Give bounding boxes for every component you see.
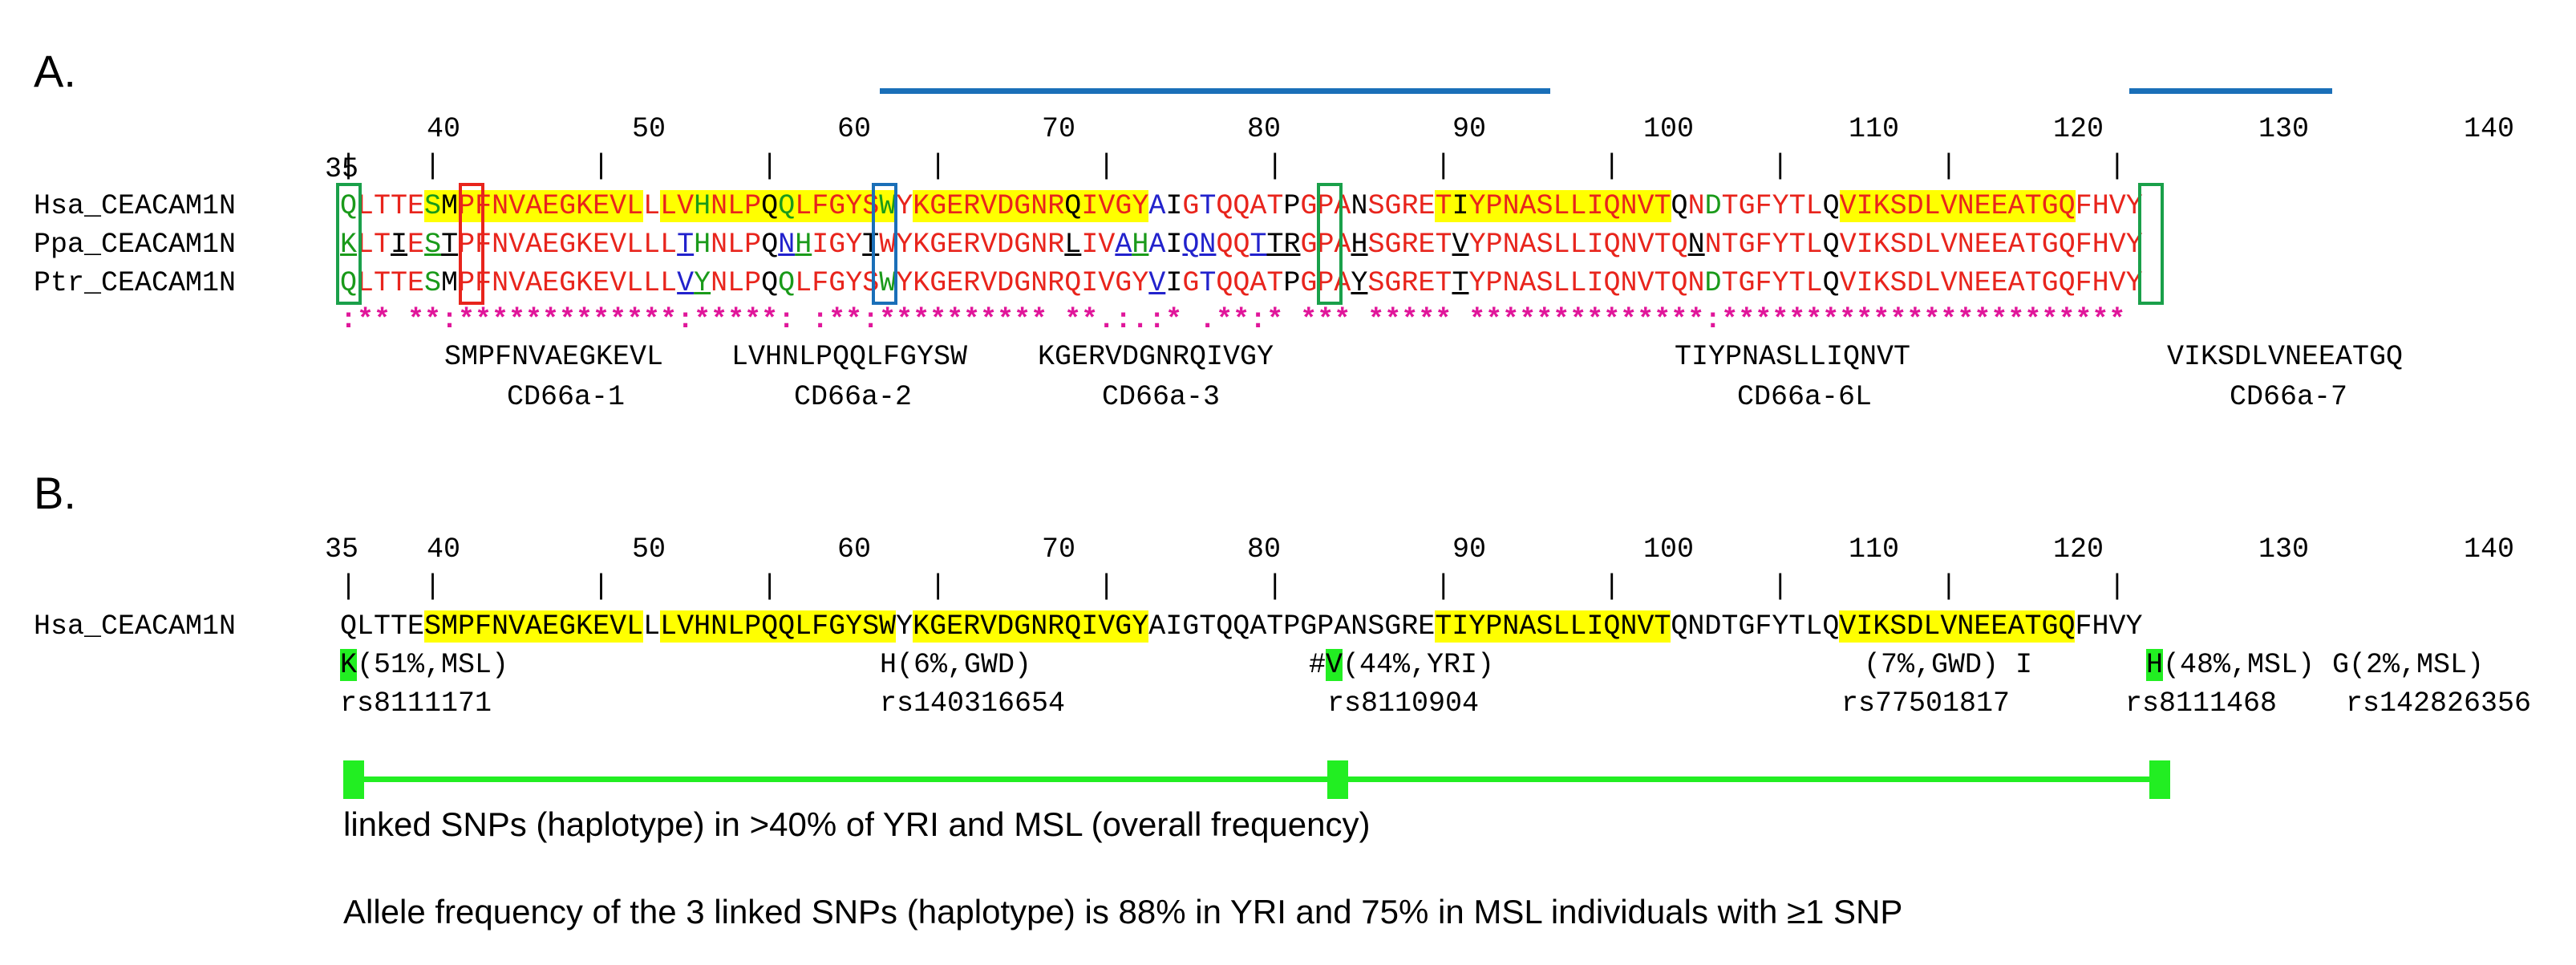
- ruler-num: 50: [632, 113, 666, 145]
- seq-name-ptr: Ptr_CEACAM1N: [34, 267, 237, 299]
- snp-freq: (48%,MSL): [2163, 649, 2315, 681]
- snp-freq: (7%,GWD): [1864, 649, 1999, 681]
- consensus-line: :** **:*************:*****: :**:********…: [340, 304, 2126, 336]
- haplotype-marker-2: [1327, 760, 1348, 799]
- snp-4: (7%,GWD) I: [1864, 645, 2032, 685]
- ruler-num: 80: [1247, 113, 1282, 145]
- ruler-num: 140: [2464, 533, 2515, 566]
- rsid-6: rs142826356: [2346, 687, 2532, 720]
- snp-5: H(48%,MSL): [2146, 645, 2315, 685]
- snp-freq: (6%,GWD): [897, 649, 1032, 681]
- panel-b-label: B.: [34, 468, 76, 518]
- snp-allele: G: [2332, 649, 2350, 681]
- epitope-name-2: CD66a-2: [794, 381, 913, 413]
- rsid-5: rs8111468: [2125, 687, 2278, 720]
- seq-name-hsa: Hsa_CEACAM1N: [34, 190, 237, 222]
- ruler-num: 120: [2053, 533, 2104, 566]
- linked-snps-caption: linked SNPs (haplotype) in >40% of YRI a…: [343, 805, 1371, 843]
- rsid-3: rs8110904: [1327, 687, 1480, 720]
- ruler-num: 90: [1452, 533, 1487, 566]
- epitope-name-7: CD66a-7: [2230, 381, 2348, 413]
- epitope-seq-7: VIKSDLVNEEATGQ: [2167, 341, 2404, 373]
- snp-allele: V: [1326, 649, 1343, 681]
- snp-1: K(51%,MSL): [340, 645, 508, 685]
- sequence-ptr: QLTTESMPFNVAEGKEVLLLVYNLPQQLFGYSWYKGERVD…: [340, 267, 2143, 299]
- highlight-box-pos61: [872, 183, 897, 305]
- ruler-a: 35: [325, 109, 358, 189]
- sequence-ppa: KLTIESTPFNVAEGKEVLLLTHNLPQNHIGYTWYKGERVD…: [340, 229, 2143, 261]
- snp-allele: K: [340, 649, 358, 681]
- highlight-box-pos124: [2138, 183, 2164, 305]
- snp-2: H(6%,GWD): [880, 645, 1031, 685]
- ruler-num: 35: [325, 533, 359, 566]
- epitope-seq-6l: TIYPNASLLIQNVT: [1675, 341, 1911, 373]
- highlight-box-pos35: [336, 183, 362, 305]
- highlight-box-pos83: [1317, 183, 1343, 305]
- snp-freq: (2%,MSL): [2349, 649, 2485, 681]
- ruler-ticks: | | | | | | | | | | | |: [340, 570, 2126, 602]
- ruler-num: 140: [2464, 113, 2515, 145]
- epitope-name-1: CD66a-1: [507, 381, 626, 413]
- ruler-num: 90: [1452, 113, 1487, 145]
- ruler-num: 80: [1247, 533, 1282, 566]
- seq-name-hsa-b: Hsa_CEACAM1N: [34, 610, 237, 643]
- rsid-2: rs140316654: [880, 687, 1066, 720]
- ruler-num: 70: [1042, 533, 1076, 566]
- ruler-num: 70: [1042, 113, 1076, 145]
- ruler-num: 110: [1849, 113, 1900, 145]
- ruler-num: 100: [1643, 533, 1695, 566]
- sequence-hsa-b: QLTTESMPFNVAEGKEVLLLVHNLPQQLFGYSWYKGERVD…: [340, 610, 2143, 643]
- epitope-seq-1: SMPFNVAEGKEVL: [444, 341, 664, 373]
- epitope-seq-2: LVHNLPQQLFGYSW: [731, 341, 968, 373]
- highlight-box-pos41: [459, 183, 484, 305]
- epitope-seq-3: KGERVDGNRQIVGY: [1038, 341, 1274, 373]
- ruler-num: 40: [427, 533, 461, 566]
- snp-allele: H: [2146, 649, 2164, 681]
- rsid-4: rs77501817: [1841, 687, 2011, 720]
- haplotype-marker-3: [2149, 760, 2170, 799]
- allele-frequency-caption: Allele frequency of the 3 linked SNPs (h…: [343, 893, 1903, 931]
- ruler-num: 120: [2053, 113, 2104, 145]
- snp-allele: H: [880, 649, 897, 681]
- ruler-ticks: | | | | | | | | | | | |: [340, 150, 2126, 182]
- epitope-bar-1: [880, 88, 1550, 94]
- seq-name-ppa: Ppa_CEACAM1N: [34, 229, 237, 261]
- ruler-num: 35: [325, 153, 359, 185]
- rsid-1: rs8111171: [340, 687, 492, 720]
- snp-freq: (51%,MSL): [357, 649, 509, 681]
- ruler-num: 60: [837, 113, 872, 145]
- haplotype-marker-1: [343, 760, 364, 799]
- snp-3: #V(44%,YRI): [1309, 645, 1494, 685]
- snp-allele: I: [2015, 649, 2033, 681]
- ruler-num: 130: [2258, 533, 2310, 566]
- sequence-hsa: QLTTESMPFNVAEGKEVLLLVHNLPQQLFGYSWYKGERVD…: [340, 190, 2143, 222]
- ruler-num: 100: [1643, 113, 1695, 145]
- ruler-num: 110: [1849, 533, 1900, 566]
- epitope-bar-2: [2129, 88, 2332, 94]
- epitope-name-6l: CD66a-6L: [1737, 381, 1873, 413]
- epitope-name-3: CD66a-3: [1102, 381, 1221, 413]
- ruler-num: 60: [837, 533, 872, 566]
- ruler-num: 40: [427, 113, 461, 145]
- panel-a-label: A.: [34, 46, 76, 96]
- ruler-num: 50: [632, 533, 666, 566]
- snp-prefix: #: [1309, 649, 1326, 681]
- haplotype-link-line: [350, 776, 2159, 782]
- snp-freq: (44%,YRI): [1343, 649, 1495, 681]
- ruler-num: 130: [2258, 113, 2310, 145]
- snp-6: G(2%,MSL): [2332, 645, 2484, 685]
